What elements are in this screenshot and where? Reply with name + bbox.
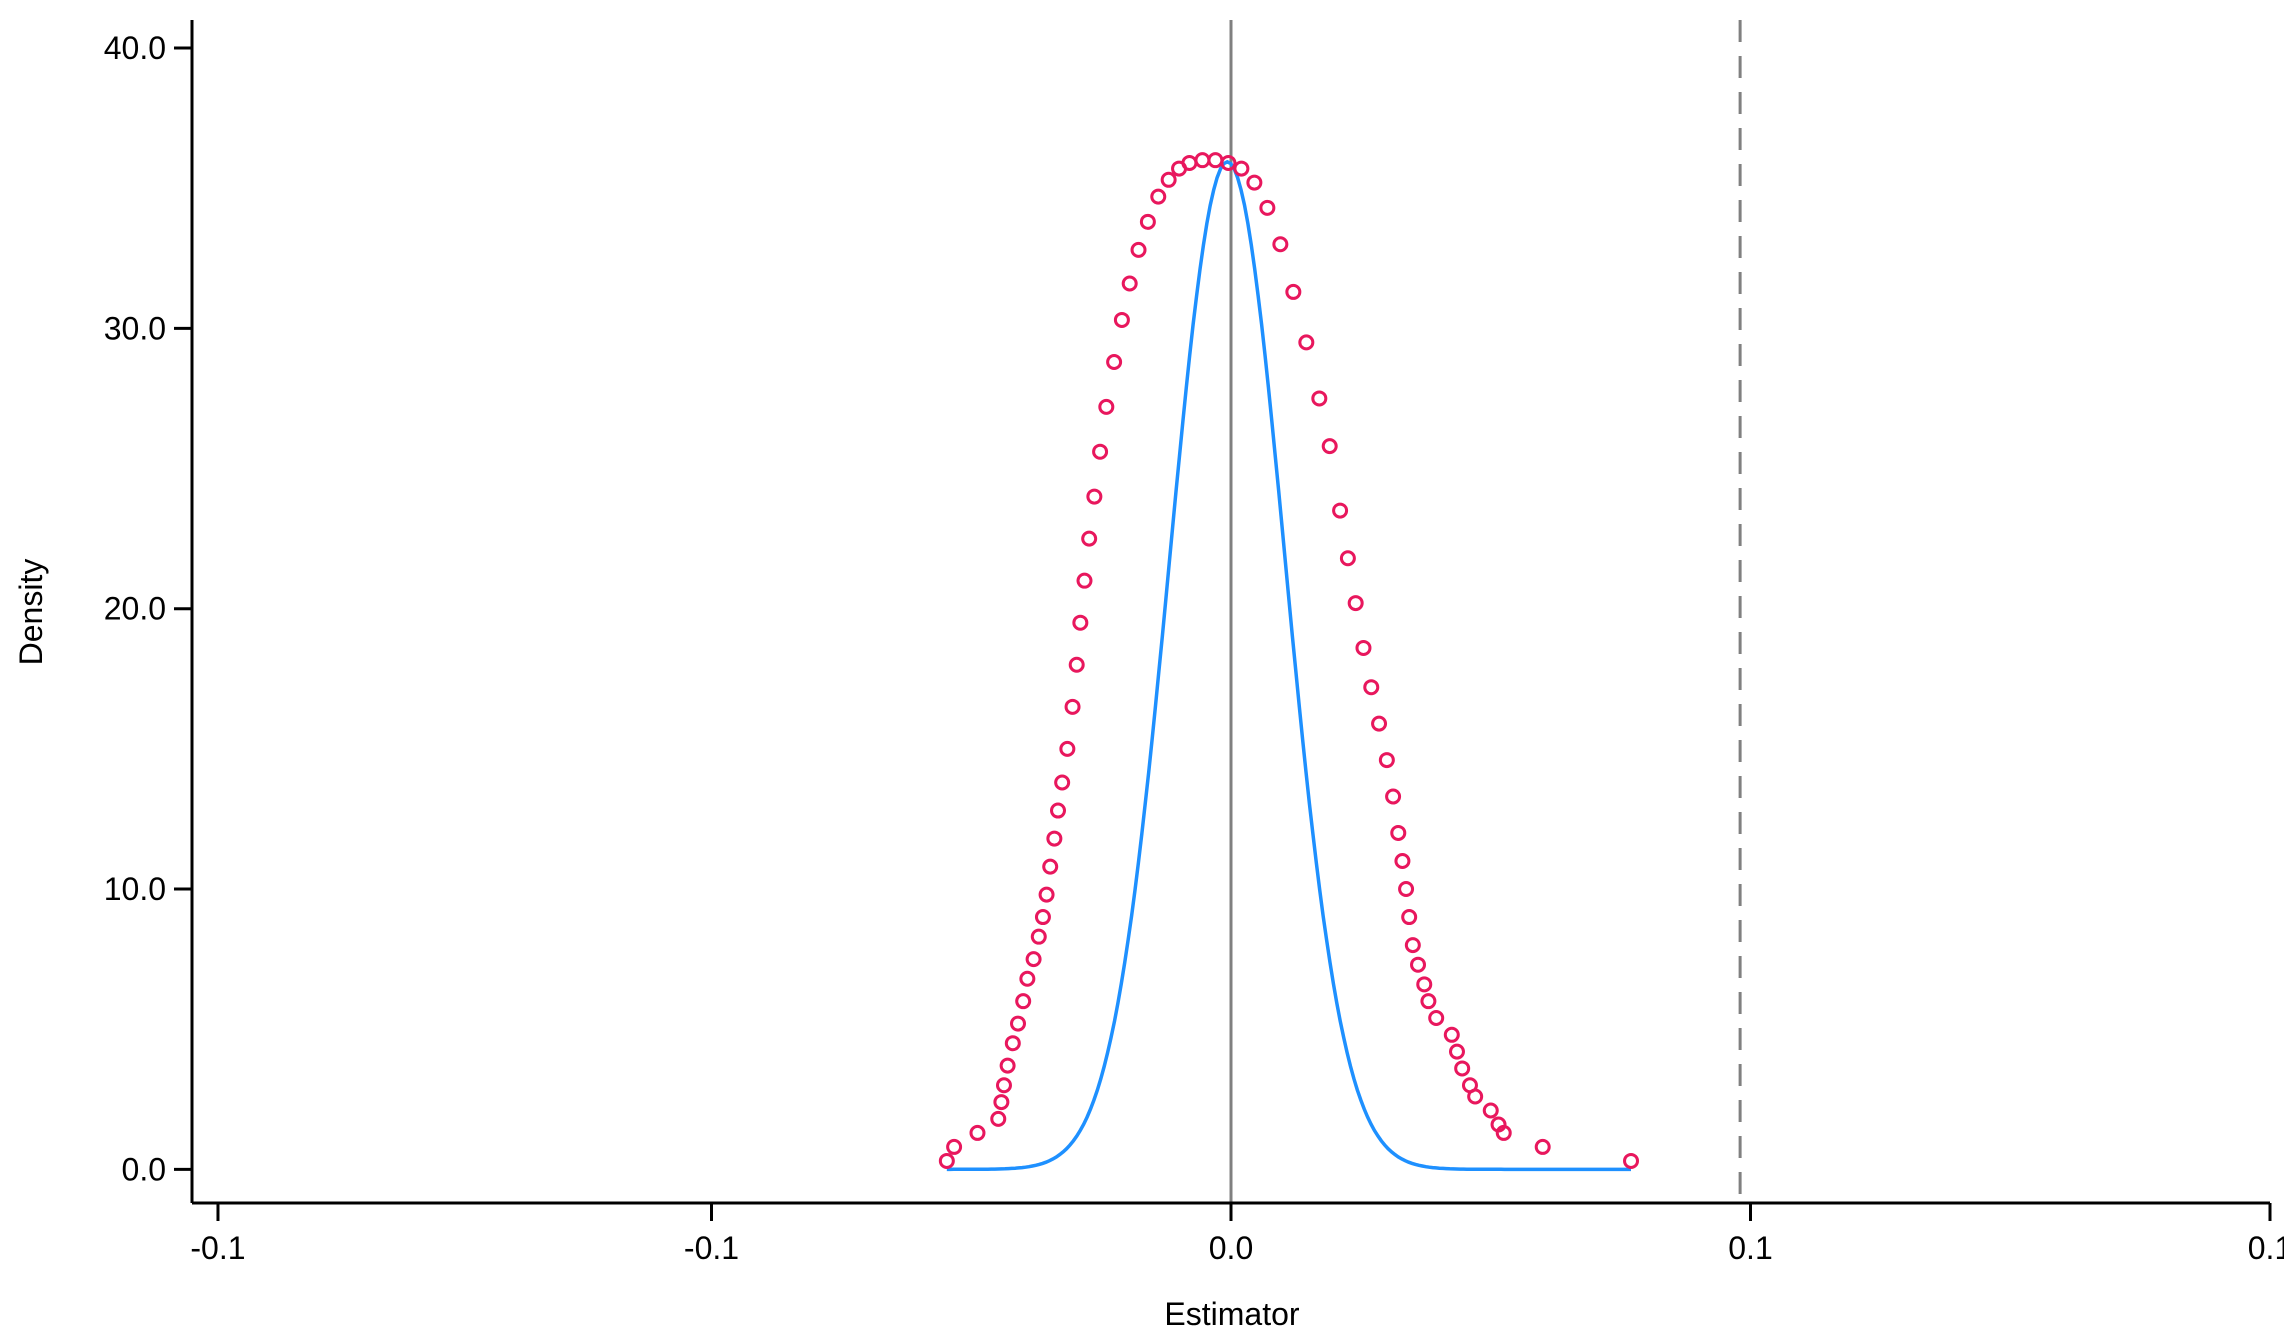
- density-point: [1623, 1152, 1640, 1169]
- density-point: [1064, 698, 1081, 715]
- y-tick-label: 10.0: [104, 871, 166, 907]
- density-point: [1443, 1026, 1460, 1043]
- density-point: [1015, 993, 1032, 1010]
- density-point: [1233, 160, 1250, 177]
- density-point: [1042, 858, 1059, 875]
- density-point: [1311, 390, 1328, 407]
- density-point: [1207, 152, 1224, 169]
- density-point: [999, 1057, 1016, 1074]
- normal-density-line: [946, 159, 1631, 1172]
- density-point: [1194, 152, 1211, 169]
- density-point: [1272, 236, 1289, 253]
- density-point: [1220, 154, 1237, 171]
- density-point: [1482, 1102, 1499, 1119]
- density-point: [1355, 639, 1372, 656]
- density-point: [1150, 188, 1167, 205]
- density-point: [1404, 937, 1421, 954]
- y-axis-title: Density: [13, 559, 49, 666]
- density-point: [1121, 275, 1138, 292]
- density-point: [1038, 886, 1055, 903]
- density-point: [1059, 740, 1076, 757]
- density-point: [1246, 174, 1263, 191]
- density-point: [1139, 213, 1156, 230]
- density-point: [1363, 679, 1380, 696]
- density-point: [1054, 774, 1071, 791]
- density-point: [1347, 595, 1364, 612]
- x-tick-label: 0.1: [2248, 1230, 2284, 1266]
- density-point: [1076, 572, 1093, 589]
- density-point: [1385, 788, 1402, 805]
- density-point: [1401, 909, 1418, 926]
- density-point: [1420, 993, 1437, 1010]
- x-tick-label: -0.1: [684, 1230, 739, 1266]
- density-point: [1448, 1043, 1465, 1060]
- density-point: [938, 1152, 955, 1169]
- density-point: [1068, 656, 1085, 673]
- density-point: [990, 1110, 1007, 1127]
- y-tick-label: 40.0: [104, 30, 166, 66]
- density-point: [1416, 976, 1433, 993]
- x-tick-label: 0.1: [1728, 1230, 1772, 1266]
- density-point: [1390, 824, 1407, 841]
- density-point: [1181, 154, 1198, 171]
- density-point: [1046, 830, 1063, 847]
- density-point: [1428, 1009, 1445, 1026]
- density-point: [1394, 852, 1411, 869]
- density-point: [1371, 715, 1388, 732]
- density-point: [1030, 928, 1047, 945]
- density-point: [1098, 398, 1115, 415]
- density-point: [1259, 199, 1276, 216]
- density-point: [1339, 550, 1356, 567]
- density-point: [1019, 970, 1036, 987]
- density-point: [1092, 443, 1109, 460]
- density-point: [1398, 881, 1415, 898]
- density-point: [1160, 171, 1177, 188]
- density-point: [1130, 241, 1147, 258]
- density-point: [1004, 1035, 1021, 1052]
- plot-area: [938, 20, 1742, 1203]
- density-point: [969, 1124, 986, 1141]
- x-tick-label: -0.1: [190, 1230, 245, 1266]
- x-axis-title: Estimator: [1164, 1296, 1299, 1332]
- density-point: [1454, 1060, 1471, 1077]
- density-point: [1495, 1124, 1512, 1141]
- density-point: [1285, 283, 1302, 300]
- y-tick-label: 20.0: [104, 591, 166, 627]
- y-tick-label: 30.0: [104, 310, 166, 346]
- density-point: [993, 1094, 1010, 1111]
- x-tick-label: 0.0: [1209, 1230, 1253, 1266]
- density-point: [1010, 1015, 1027, 1032]
- density-point: [1081, 530, 1098, 547]
- axes: 0.0 10.0 20.0 30.0 40.0 -0.1 -0.1 0.0 0.1 0.1: [104, 20, 2284, 1266]
- density-point: [1050, 802, 1067, 819]
- density-point: [1332, 502, 1349, 519]
- density-point: [1410, 956, 1427, 973]
- density-point: [1106, 354, 1123, 371]
- density-point: [1113, 311, 1130, 328]
- density-point: [1025, 951, 1042, 968]
- density-point: [1034, 909, 1051, 926]
- density-point: [1534, 1138, 1551, 1155]
- density-point: [946, 1138, 963, 1155]
- density-point: [1298, 334, 1315, 351]
- density-point: [995, 1077, 1012, 1094]
- density-point: [1072, 614, 1089, 631]
- y-tick-label: 0.0: [122, 1151, 166, 1187]
- density-point: [1086, 488, 1103, 505]
- density-point: [1321, 438, 1338, 455]
- density-point: [1378, 752, 1395, 769]
- density-point: [1467, 1088, 1484, 1105]
